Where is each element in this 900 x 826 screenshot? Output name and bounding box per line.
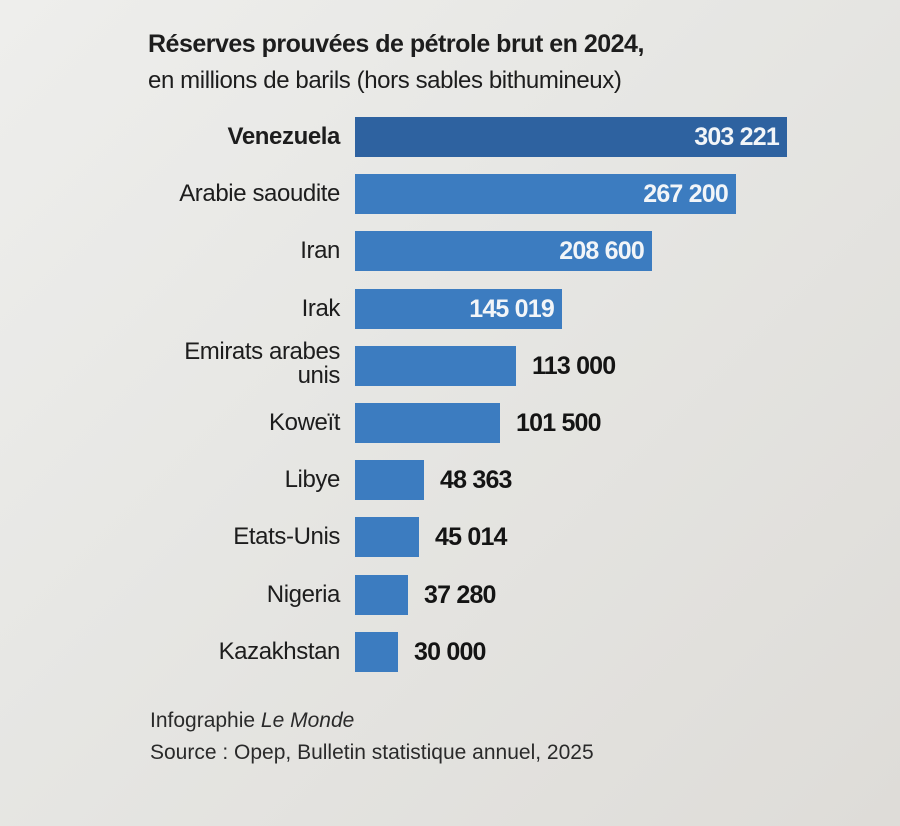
category-label: Etats-Unis <box>233 523 340 551</box>
bar-row: Nigeria 37 280 <box>0 574 900 615</box>
value-label: 45 014 <box>435 523 507 552</box>
value-label: 267 200 <box>643 180 729 209</box>
bar-row: Kazakhstan 30 000 <box>0 631 900 672</box>
category-label: Venezuela <box>227 123 341 150</box>
bar <box>355 174 736 215</box>
category-label: Emirats arabes unis <box>184 337 340 389</box>
chart-subtitle: en millions de barils (hors sables bithu… <box>148 67 622 94</box>
credit-line: Infographie Le Monde <box>150 709 354 733</box>
bar-row: Arabie saoudite 267 200 <box>0 174 900 215</box>
value-label: 37 280 <box>424 580 496 609</box>
value-label: 303 221 <box>694 123 780 151</box>
source-line: Source : Opep, Bulletin statistique annu… <box>150 741 594 764</box>
bar <box>355 517 419 558</box>
chart-title: Réserves prouvées de pétrole brut en 202… <box>148 30 644 58</box>
bar <box>355 403 500 443</box>
bar <box>355 460 424 501</box>
bar <box>355 574 408 615</box>
bar <box>355 288 562 329</box>
bar <box>355 231 652 272</box>
credit-publisher: Le Monde <box>260 709 355 732</box>
category-label: Nigeria <box>266 580 341 608</box>
bar-row: Venezuela 303 221 <box>0 117 900 157</box>
category-label: Iran <box>300 237 340 265</box>
category-label: Libye <box>284 466 341 494</box>
bar-row: Iran 208 600 <box>0 231 900 272</box>
bar-row: Emirats arabes unis 113 000 <box>0 339 900 387</box>
bar <box>355 345 516 386</box>
bar-row: Irak 145 019 <box>0 288 900 329</box>
value-label: 48 363 <box>440 466 512 495</box>
category-label: Kazakhstan <box>218 637 341 665</box>
bar-row: Etats-Unis 45 014 <box>0 517 900 558</box>
category-label: Koweït <box>269 409 340 436</box>
bar <box>355 631 398 672</box>
category-label: Irak <box>301 294 341 322</box>
value-label: 30 000 <box>414 637 486 666</box>
value-label: 208 600 <box>559 237 645 266</box>
value-label: 113 000 <box>532 351 616 380</box>
category-label: Arabie saoudite <box>179 180 340 208</box>
value-label: 101 500 <box>516 409 602 437</box>
bar-row: Libye 48 363 <box>0 460 900 501</box>
bar <box>355 117 787 157</box>
bar-row: Koweït 101 500 <box>0 403 900 443</box>
credit-prefix: Infographie <box>150 709 261 732</box>
value-label: 145 019 <box>469 294 555 323</box>
